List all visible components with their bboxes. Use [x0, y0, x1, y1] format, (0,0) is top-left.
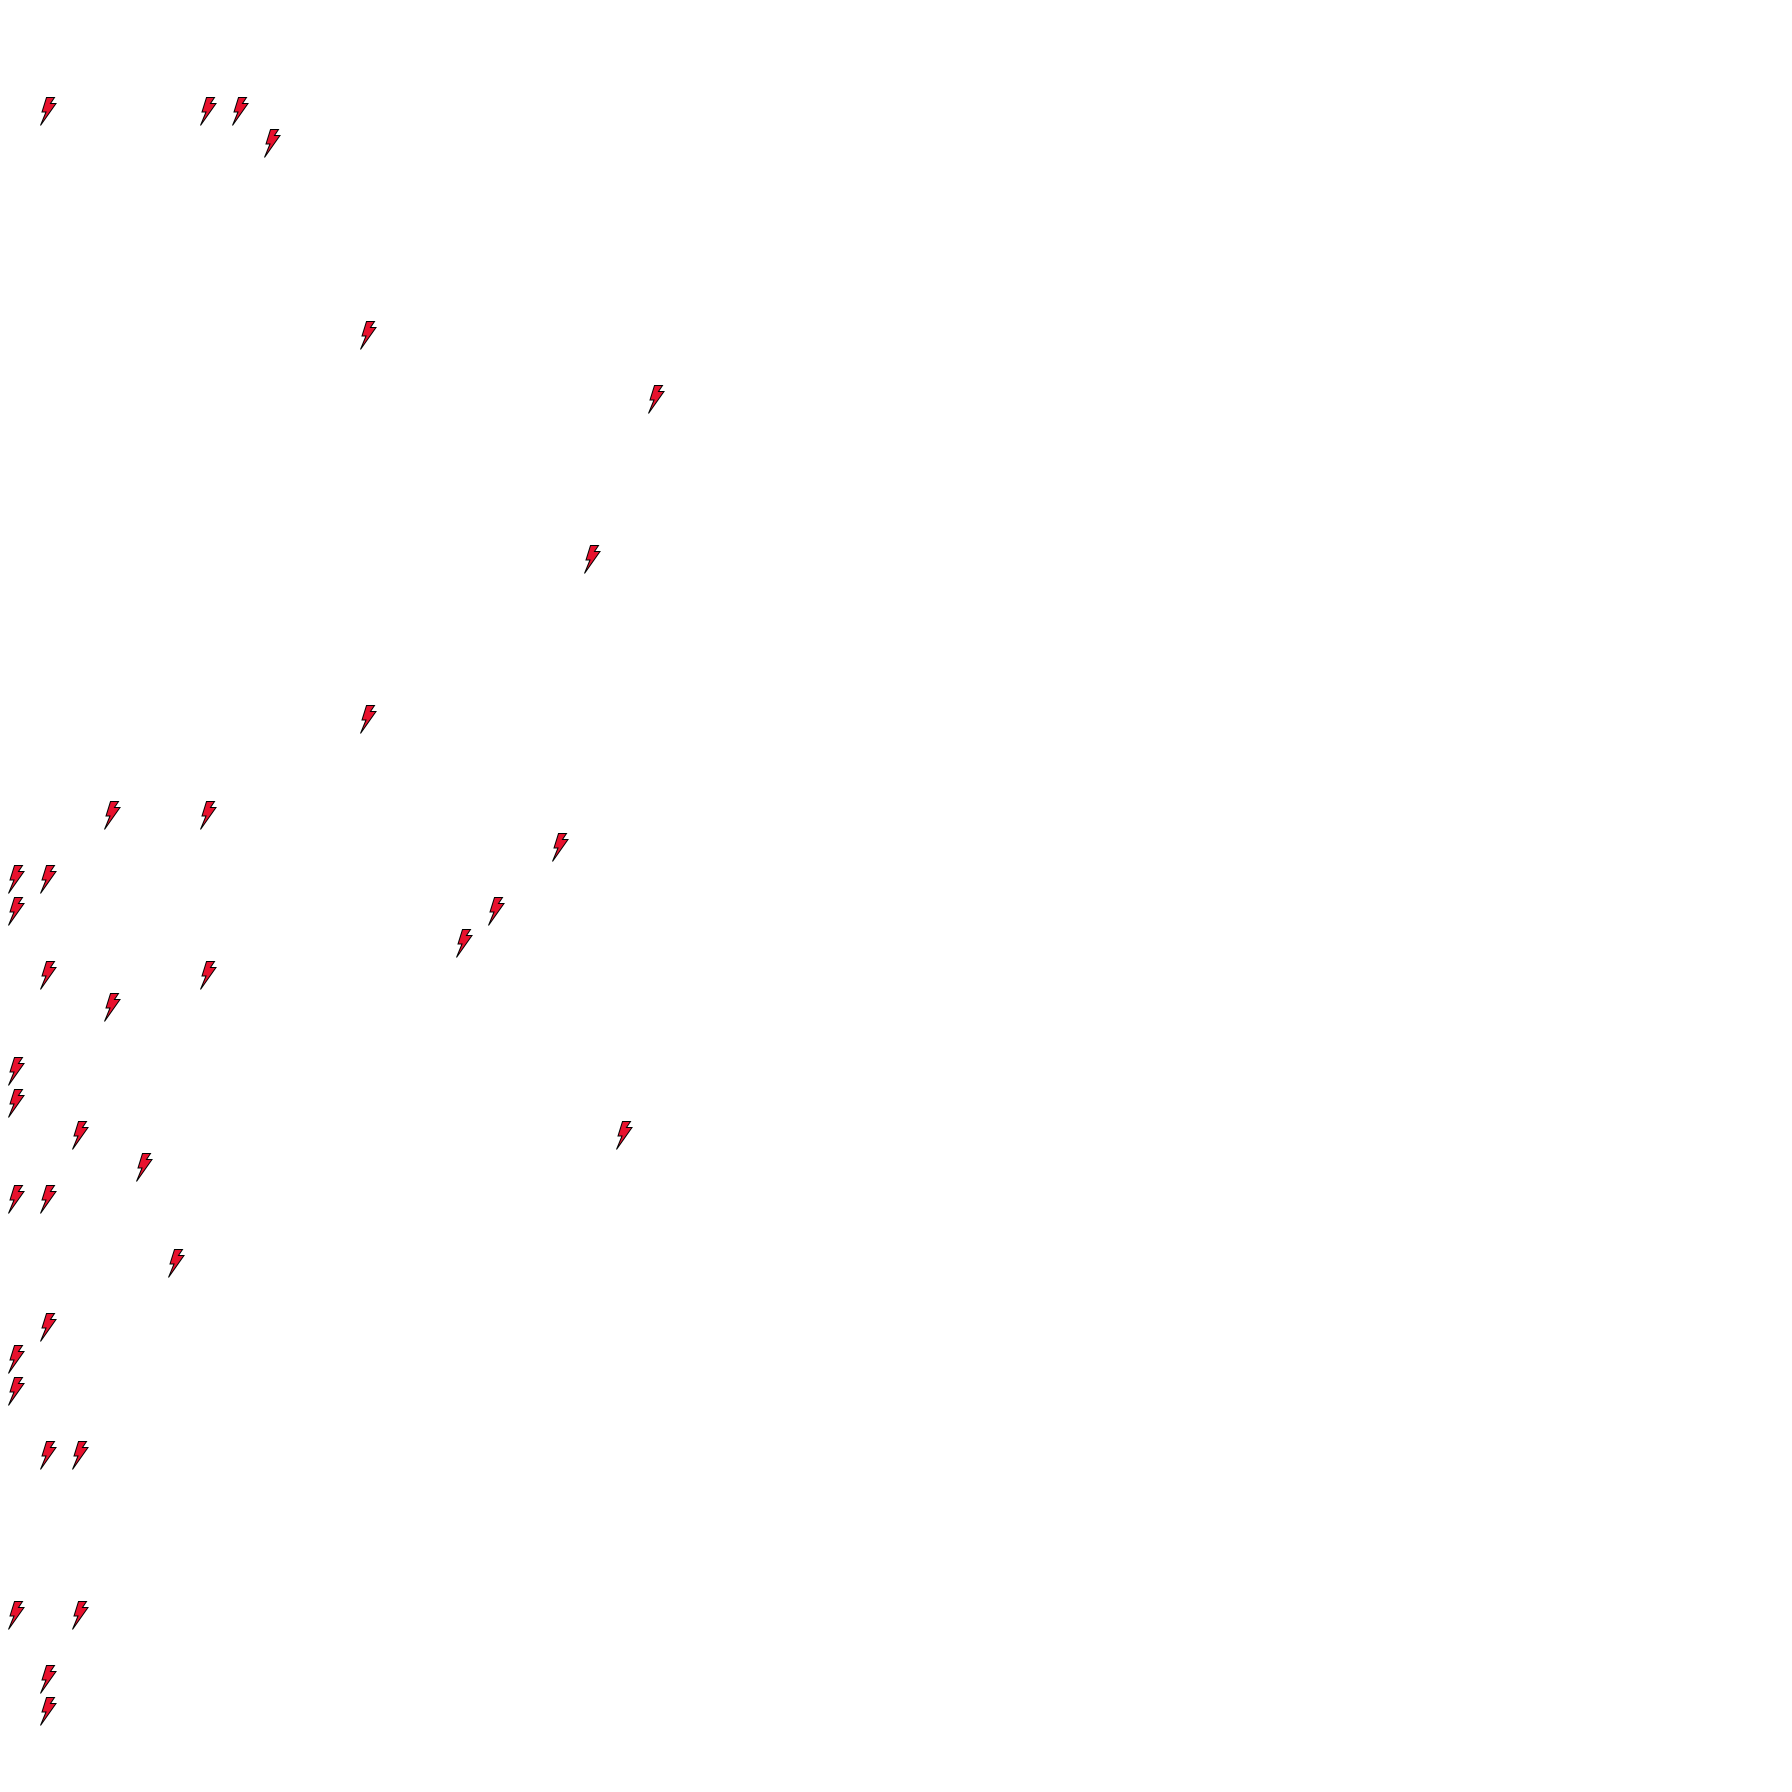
- background: [0, 0, 1792, 1792]
- canvas: [0, 0, 1792, 1792]
- page: (() => { const data = JSON.parse(documen…: [0, 0, 1792, 1792]
